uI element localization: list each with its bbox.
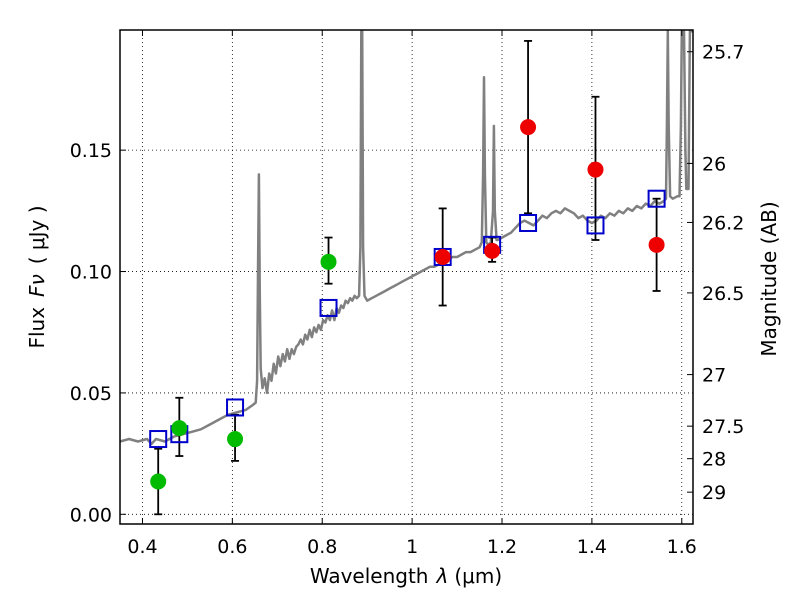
x-tick-label: 1.2	[487, 536, 517, 558]
mag-tick-label: 26.5	[702, 283, 744, 305]
mag-tick-label: 29	[702, 482, 726, 504]
mag-tick-label: 26	[702, 153, 726, 175]
mag-tick-label: 25.7	[702, 42, 744, 64]
photometry-point	[648, 236, 665, 253]
model-square	[647, 189, 666, 208]
x-tick-label: 0.6	[217, 536, 247, 558]
plot-frame	[119, 29, 694, 525]
data-points	[149, 40, 666, 516]
y-axis-label: FluxFν( μJy )	[25, 205, 49, 348]
model-square	[226, 398, 245, 417]
photometry-point	[320, 253, 337, 270]
y-tick-label: 0.15	[70, 140, 112, 162]
mag-tick-label: 26.2	[702, 212, 744, 234]
model-square	[586, 216, 605, 235]
x-tick-label: 1.6	[667, 536, 697, 558]
model-spectrum	[119, 29, 693, 446]
y-tick-label: 0.10	[70, 262, 112, 284]
spectrum-line	[119, 29, 693, 446]
x-axis-label: Wavelength λ (μm)	[310, 564, 502, 588]
model-square	[519, 213, 538, 232]
plot-area	[120, 30, 693, 524]
x-tick-label: 0.8	[307, 536, 337, 558]
y-tick-label: 0.05	[70, 383, 112, 405]
mag-tick-label: 28	[702, 449, 726, 471]
photometry-point	[520, 119, 537, 136]
x-tick-label: 1.4	[577, 536, 607, 558]
photometry-point	[484, 242, 501, 259]
photometry-point	[434, 248, 451, 265]
x-tick-label: 0.4	[127, 536, 157, 558]
photometry-point	[587, 161, 604, 178]
photometry-point	[171, 420, 188, 437]
mag-tick-label: 27	[702, 365, 726, 387]
photometry-point	[227, 431, 244, 448]
y-tick-label: 0.00	[70, 504, 112, 526]
axis-ticks: 0.4 0.6 0.8 1 1.2 1.4 1.6 0.00 0.05 0.10 0.15 25.7 2…	[70, 30, 744, 558]
model-square	[149, 430, 168, 449]
model-square	[319, 298, 338, 317]
y2-axis-label: Magnitude (AB)	[757, 201, 781, 356]
mag-tick-label: 27.5	[702, 416, 744, 438]
photometry-point	[150, 473, 167, 490]
x-tick-label: 1	[406, 536, 418, 558]
